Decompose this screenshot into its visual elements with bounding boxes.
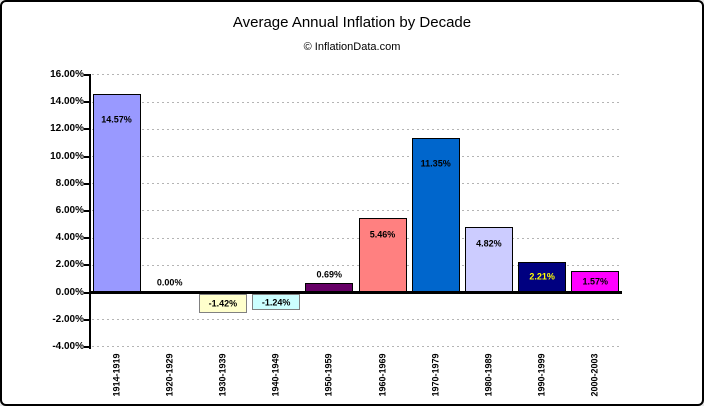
gridline-12 — [92, 128, 622, 130]
bar-value-label: 5.46% — [369, 229, 396, 240]
y-axis-tick-label: 2.00% — [55, 259, 84, 271]
y-axis-tick-label: 8.00% — [55, 177, 84, 189]
bar-1990-1999 — [518, 262, 567, 293]
y-axis-line — [89, 73, 91, 349]
bar-value-label: 0.69% — [316, 269, 343, 280]
y-axis-tick-label: 6.00% — [55, 204, 84, 216]
x-axis-label: 1930-1939 — [217, 353, 228, 397]
bar-value-label: 11.35% — [420, 158, 451, 169]
bar-value-label: 0.00% — [156, 277, 183, 287]
y-axis-tick — [84, 101, 90, 104]
zero-axis-line — [89, 291, 622, 294]
bar-value-label: 1.57% — [582, 276, 609, 287]
y-axis-tick — [84, 182, 90, 185]
bar-value-label: -1.24% — [261, 297, 291, 308]
y-axis-tick-label: 0.00% — [55, 286, 84, 298]
y-axis-tick — [84, 128, 90, 131]
y-axis-tick-label: -4.00% — [52, 340, 84, 352]
gridline-4 — [92, 237, 622, 239]
chart-subtitle: © InflationData.com — [303, 41, 401, 53]
chart-title: Average Annual Inflation by Decade — [232, 14, 472, 31]
bar-1970-1979 — [411, 138, 460, 293]
x-axis-label: 1920-1929 — [164, 353, 175, 397]
gridline-10 — [92, 156, 622, 157]
y-axis-tick — [84, 73, 90, 76]
bar-1930-1939 — [198, 293, 247, 313]
x-axis-label: 1970-1979 — [430, 353, 441, 397]
gridline--2 — [92, 319, 622, 321]
bar-value-label: -1.42% — [208, 298, 238, 309]
y-axis-tick-label: 4.00% — [55, 232, 84, 244]
bar-1980-1989 — [464, 226, 513, 293]
gridline-8 — [92, 183, 622, 185]
x-axis-label: 1914-1919 — [111, 353, 121, 397]
gridline-14 — [92, 101, 622, 103]
y-axis-tick — [84, 209, 90, 212]
x-axis-label: 1950-1959 — [323, 353, 334, 397]
y-axis-tick-label: 10.00% — [50, 150, 84, 162]
y-axis-tick — [84, 155, 90, 158]
gridline-2 — [92, 264, 622, 266]
x-axis-label: 1960-1969 — [377, 353, 387, 397]
gridline-16 — [92, 74, 622, 76]
y-axis-tick — [84, 345, 90, 348]
y-axis-tick — [84, 237, 90, 240]
bar-value-label: 4.82% — [476, 238, 502, 249]
y-axis-tick-label: 12.00% — [50, 123, 84, 135]
gridline--4 — [92, 346, 622, 348]
x-axis-label: 1980-1989 — [483, 353, 494, 397]
gridline-6 — [92, 210, 622, 212]
bar-value-label: 2.21% — [529, 271, 555, 282]
y-axis-tick-label: 14.00% — [50, 96, 84, 108]
y-axis-tick — [84, 318, 90, 321]
y-axis-tick — [84, 264, 90, 267]
y-axis-tick — [84, 291, 90, 294]
bar-value-label: 14.57% — [101, 114, 132, 125]
y-axis-tick-label: -2.00% — [52, 313, 84, 325]
x-axis-label: 2000-2003 — [589, 353, 600, 397]
y-axis-tick-label: 16.00% — [50, 68, 84, 80]
x-axis-label: 1990-1999 — [536, 353, 547, 397]
x-axis-label: 1940-1949 — [270, 353, 281, 397]
